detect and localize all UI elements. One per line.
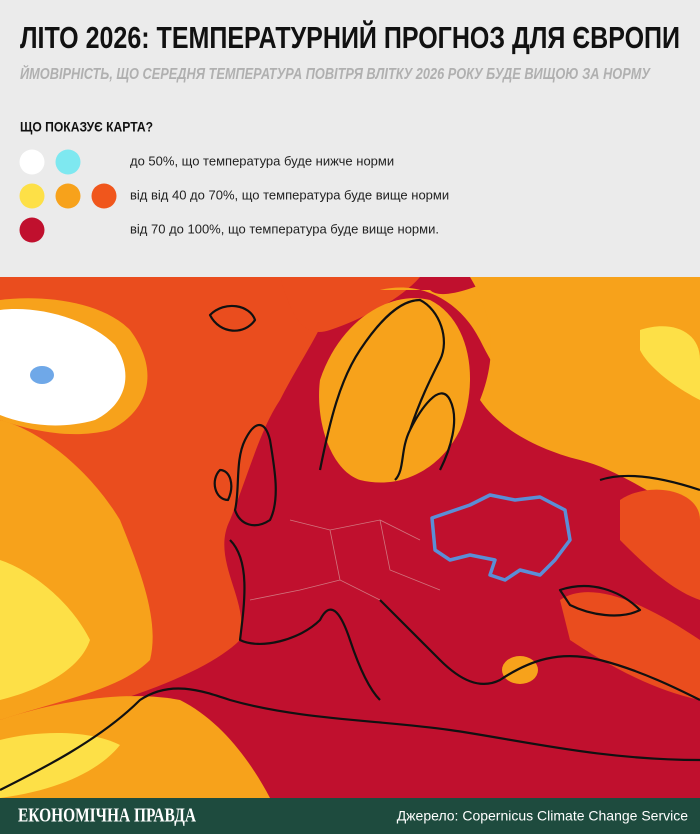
region-orange xyxy=(319,298,470,483)
title: ЛІТО 2026: ТЕМПЕРАТУРНИЙ ПРОГНОЗ ДЛЯ ЄВР… xyxy=(20,19,680,55)
legend-title: ЩО ПОКАЗУЄ КАРТА? xyxy=(20,119,153,135)
region-blue xyxy=(30,366,54,384)
legend-swatch xyxy=(19,149,45,175)
coastline xyxy=(0,687,700,791)
region-yellow xyxy=(0,560,90,700)
coastline xyxy=(558,474,700,617)
legend-swatch xyxy=(19,183,45,209)
coastline xyxy=(208,304,257,332)
region-yellow xyxy=(640,326,700,400)
map xyxy=(0,277,700,798)
country-borders xyxy=(249,519,441,601)
legend-swatch xyxy=(55,183,81,209)
brand: ЕКОНОМІЧНА ПРАВДА xyxy=(18,805,196,827)
footer-background xyxy=(0,798,700,834)
subtitle: ЙМОВІРНІСТЬ, ЩО СЕРЕДНЯ ТЕМПЕРАТУРА ПОВІ… xyxy=(20,63,651,83)
header-background xyxy=(0,0,700,277)
legend-label: до 50%, що температура буде нижче норми xyxy=(130,153,394,168)
region-orange-red xyxy=(620,489,700,600)
legend-label: від 70 до 100%, що температура буде вище… xyxy=(130,221,439,236)
region-orange-red xyxy=(280,277,420,332)
source: Джерело: Copernicus Climate Change Servi… xyxy=(397,808,689,824)
legend: до 50%, що температура буде нижче норми в… xyxy=(19,149,449,243)
region-yellow xyxy=(0,733,120,798)
legend-label: від від 40 до 70%, що температура буде в… xyxy=(130,187,449,202)
coastline xyxy=(318,298,456,481)
region-orange xyxy=(502,656,538,684)
legend-swatch xyxy=(19,217,45,243)
legend-swatch xyxy=(91,183,117,209)
region-white xyxy=(0,309,126,426)
coastline xyxy=(229,539,700,701)
ukraine-outline xyxy=(430,493,572,582)
region-orange-red xyxy=(560,592,700,700)
coastline xyxy=(213,423,277,527)
legend-swatch xyxy=(55,149,81,175)
